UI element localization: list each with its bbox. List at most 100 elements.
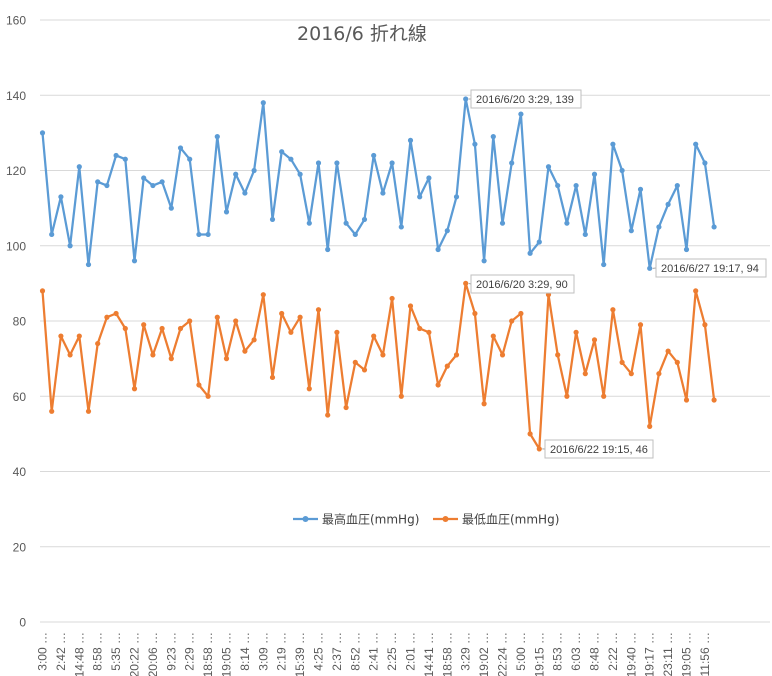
callout: 2016/6/22 19:15, 46	[542, 439, 654, 459]
callout-label: 2016/6/27 19:17, 94	[661, 263, 759, 275]
legend: 最高血圧(mmHg) 最低血圧(mmHg)	[293, 512, 559, 527]
data-point-systolic	[214, 134, 220, 140]
data-point-systolic	[361, 216, 368, 223]
data-point-diastolic	[536, 446, 542, 452]
data-point-systolic	[251, 167, 257, 174]
data-point-systolic	[141, 175, 147, 181]
data-point-systolic	[444, 228, 450, 234]
data-point-systolic	[389, 160, 395, 166]
data-point-systolic	[168, 205, 174, 211]
x-tick-label: 19:17 …	[643, 632, 657, 676]
data-point-diastolic	[306, 386, 312, 392]
data-point-systolic	[196, 231, 202, 238]
data-point-diastolic	[67, 352, 73, 358]
data-point-diastolic	[223, 356, 230, 362]
data-point-systolic	[297, 171, 303, 177]
data-point-systolic	[545, 164, 552, 170]
data-point-systolic	[159, 179, 165, 185]
data-point-systolic	[113, 152, 119, 159]
data-point-systolic	[702, 160, 708, 166]
data-point-systolic	[601, 261, 607, 268]
data-point-diastolic	[150, 352, 156, 358]
x-tick-label: 19:05 …	[220, 632, 234, 676]
gridlines	[40, 19, 770, 623]
data-point-diastolic	[343, 404, 349, 411]
data-point-systolic	[674, 182, 680, 189]
x-tick-label: 6:03 …	[569, 632, 583, 671]
data-point-systolic	[693, 141, 699, 147]
callout-box	[544, 439, 654, 459]
x-tick-label: 2:25 …	[385, 632, 399, 671]
data-point-diastolic	[325, 412, 331, 418]
callout: 2016/6/27 19:17, 94	[652, 258, 767, 278]
data-point-diastolic	[444, 363, 450, 369]
legend-marker-systolic	[302, 516, 309, 522]
data-point-diastolic	[656, 371, 662, 377]
x-axis-tick-labels: 3:00 … 2:42 … 14:48 … 8:58 … 5:35 … 20:22 … 20…	[36, 632, 712, 676]
callout-label: 2016/6/20 3:29, 90	[476, 279, 568, 291]
x-tick-label: 3:09 …	[256, 632, 270, 671]
y-tick-label: 140	[6, 89, 26, 103]
legend-label-systolic: 最高血圧(mmHg)	[322, 512, 419, 527]
data-point-diastolic	[334, 329, 340, 335]
callout-box	[470, 89, 582, 109]
x-tick-label: 19:02 …	[477, 632, 491, 676]
x-tick-label: 11:56 …	[698, 632, 712, 676]
data-point-diastolic	[591, 337, 598, 343]
data-point-diastolic	[582, 371, 588, 377]
data-point-systolic	[619, 167, 625, 174]
x-tick-label: 8:52 …	[348, 632, 362, 671]
x-tick-label: 8:48 …	[588, 632, 602, 671]
data-point-systolic	[564, 220, 570, 226]
data-point-systolic	[656, 224, 662, 230]
data-point-systolic	[463, 96, 469, 102]
data-point-diastolic	[417, 325, 423, 332]
callout: 2016/6/20 3:29, 90	[468, 274, 575, 294]
data-point-systolic	[610, 141, 616, 147]
data-point-systolic	[536, 239, 542, 245]
data-point-diastolic	[371, 333, 377, 339]
data-point-diastolic	[463, 280, 469, 286]
x-tick-label: 4:25 …	[312, 632, 326, 671]
y-tick-label: 120	[6, 164, 26, 178]
data-point-systolic	[76, 164, 82, 170]
data-point-systolic	[509, 160, 515, 166]
x-tick-label: 2:22 …	[606, 632, 620, 671]
chart-title: 2016/6 折れ線	[297, 23, 427, 45]
data-point-diastolic	[481, 401, 487, 407]
data-point-diastolic	[76, 333, 82, 339]
data-point-systolic	[233, 171, 239, 177]
x-tick-label: 19:05 …	[680, 632, 694, 676]
data-point-diastolic	[315, 307, 322, 313]
x-tick-label: 8:58 …	[91, 632, 105, 671]
data-point-diastolic	[260, 292, 266, 298]
data-point-systolic	[472, 141, 478, 147]
callout-label: 2016/6/20 3:29, 139	[476, 94, 574, 106]
data-point-systolic	[683, 246, 690, 253]
data-point-diastolic	[279, 310, 285, 317]
x-tick-label: 5:35 …	[109, 632, 123, 671]
x-tick-label: 3:29 …	[459, 632, 473, 671]
data-point-diastolic	[407, 303, 414, 309]
data-point-systolic	[306, 220, 312, 226]
data-point-diastolic	[269, 374, 276, 381]
data-point-systolic	[518, 111, 524, 117]
data-point-diastolic	[564, 393, 570, 399]
data-point-diastolic	[196, 382, 202, 388]
x-tick-label: 2:37 …	[330, 632, 344, 671]
data-point-diastolic	[518, 310, 524, 317]
callout-label: 2016/6/22 19:15, 46	[550, 444, 648, 456]
x-tick-label: 2:01 …	[404, 632, 418, 671]
data-point-systolic	[435, 246, 441, 253]
callout-box	[470, 274, 575, 294]
x-tick-label: 8:53 …	[551, 632, 565, 671]
data-point-diastolic	[168, 356, 174, 362]
data-point-diastolic	[509, 318, 515, 324]
data-point-diastolic	[49, 408, 55, 414]
data-point-diastolic	[637, 322, 644, 328]
data-point-diastolic	[389, 295, 395, 302]
data-point-systolic	[205, 231, 211, 238]
data-point-diastolic	[628, 371, 634, 377]
data-point-systolic	[407, 137, 414, 143]
